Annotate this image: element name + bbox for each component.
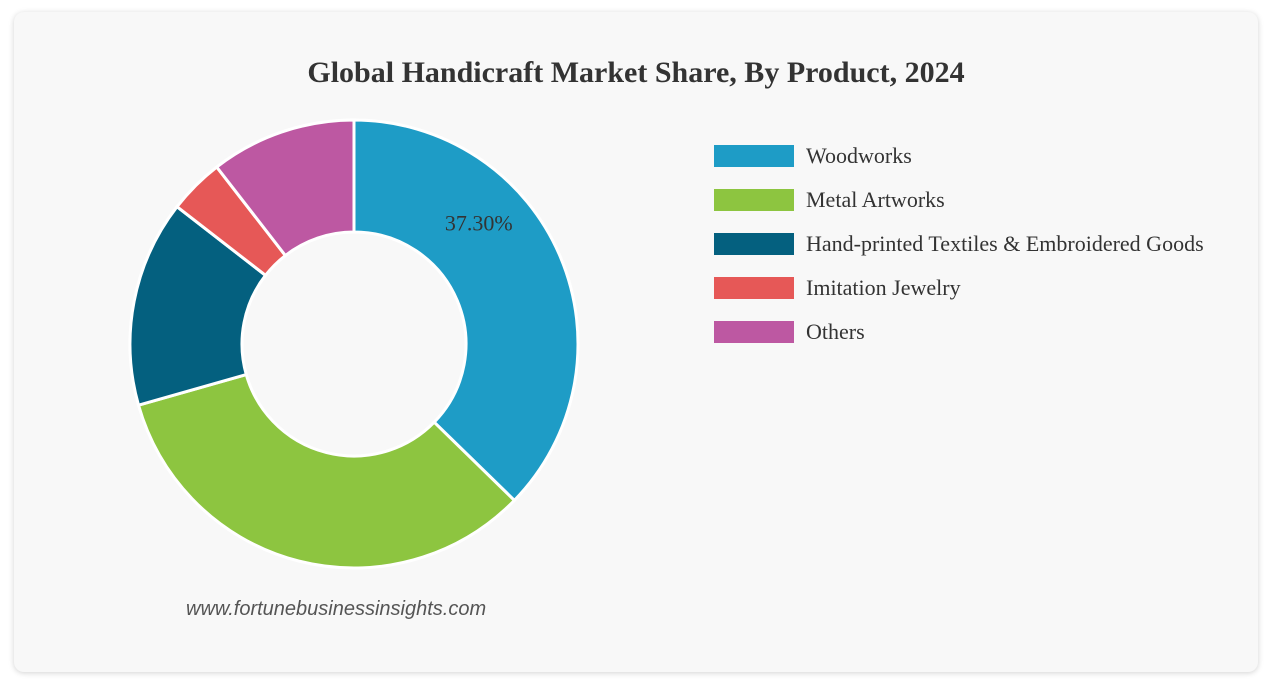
legend-swatch-metal-artworks bbox=[714, 189, 794, 211]
donut-chart: 37.30% bbox=[128, 118, 580, 570]
donut-slice-textiles[interactable] bbox=[128, 204, 268, 407]
legend-item-metal-artworks[interactable]: Metal Artworks bbox=[714, 178, 1204, 222]
legend-label-metal-artworks: Metal Artworks bbox=[806, 187, 945, 212]
donut-slice-woodworks[interactable] bbox=[352, 118, 580, 503]
chart-legend: Woodworks Metal Artworks Hand-printed Te… bbox=[714, 134, 1204, 354]
chart-title: Global Handicraft Market Share, By Produ… bbox=[307, 56, 965, 89]
legend-item-imitation-jewelry[interactable]: Imitation Jewelry bbox=[714, 266, 1204, 310]
legend-item-woodworks[interactable]: Woodworks bbox=[714, 134, 1204, 178]
donut-slice-metal-artworks[interactable] bbox=[136, 372, 517, 570]
chart-card: Global Handicraft Market Share, By Produ… bbox=[14, 12, 1258, 672]
legend-swatch-woodworks bbox=[714, 145, 794, 167]
legend-label-imitation-jewelry: Imitation Jewelry bbox=[806, 275, 961, 300]
legend-item-others[interactable]: Others bbox=[714, 310, 1204, 354]
source-url[interactable]: www.fortunebusinessinsights.com bbox=[186, 598, 487, 620]
legend-label-others: Others bbox=[806, 319, 865, 344]
donut-slice-others[interactable] bbox=[214, 118, 356, 258]
legend-item-textiles[interactable]: Hand-printed Textiles & Embroidered Good… bbox=[714, 222, 1204, 266]
legend-swatch-textiles bbox=[714, 233, 794, 255]
data-label-woodworks: 37.30% bbox=[445, 211, 513, 236]
legend-label-woodworks: Woodworks bbox=[806, 143, 912, 168]
legend-swatch-imitation-jewelry bbox=[714, 277, 794, 299]
legend-swatch-others bbox=[714, 321, 794, 343]
legend-label-textiles: Hand-printed Textiles & Embroidered Good… bbox=[806, 231, 1204, 256]
